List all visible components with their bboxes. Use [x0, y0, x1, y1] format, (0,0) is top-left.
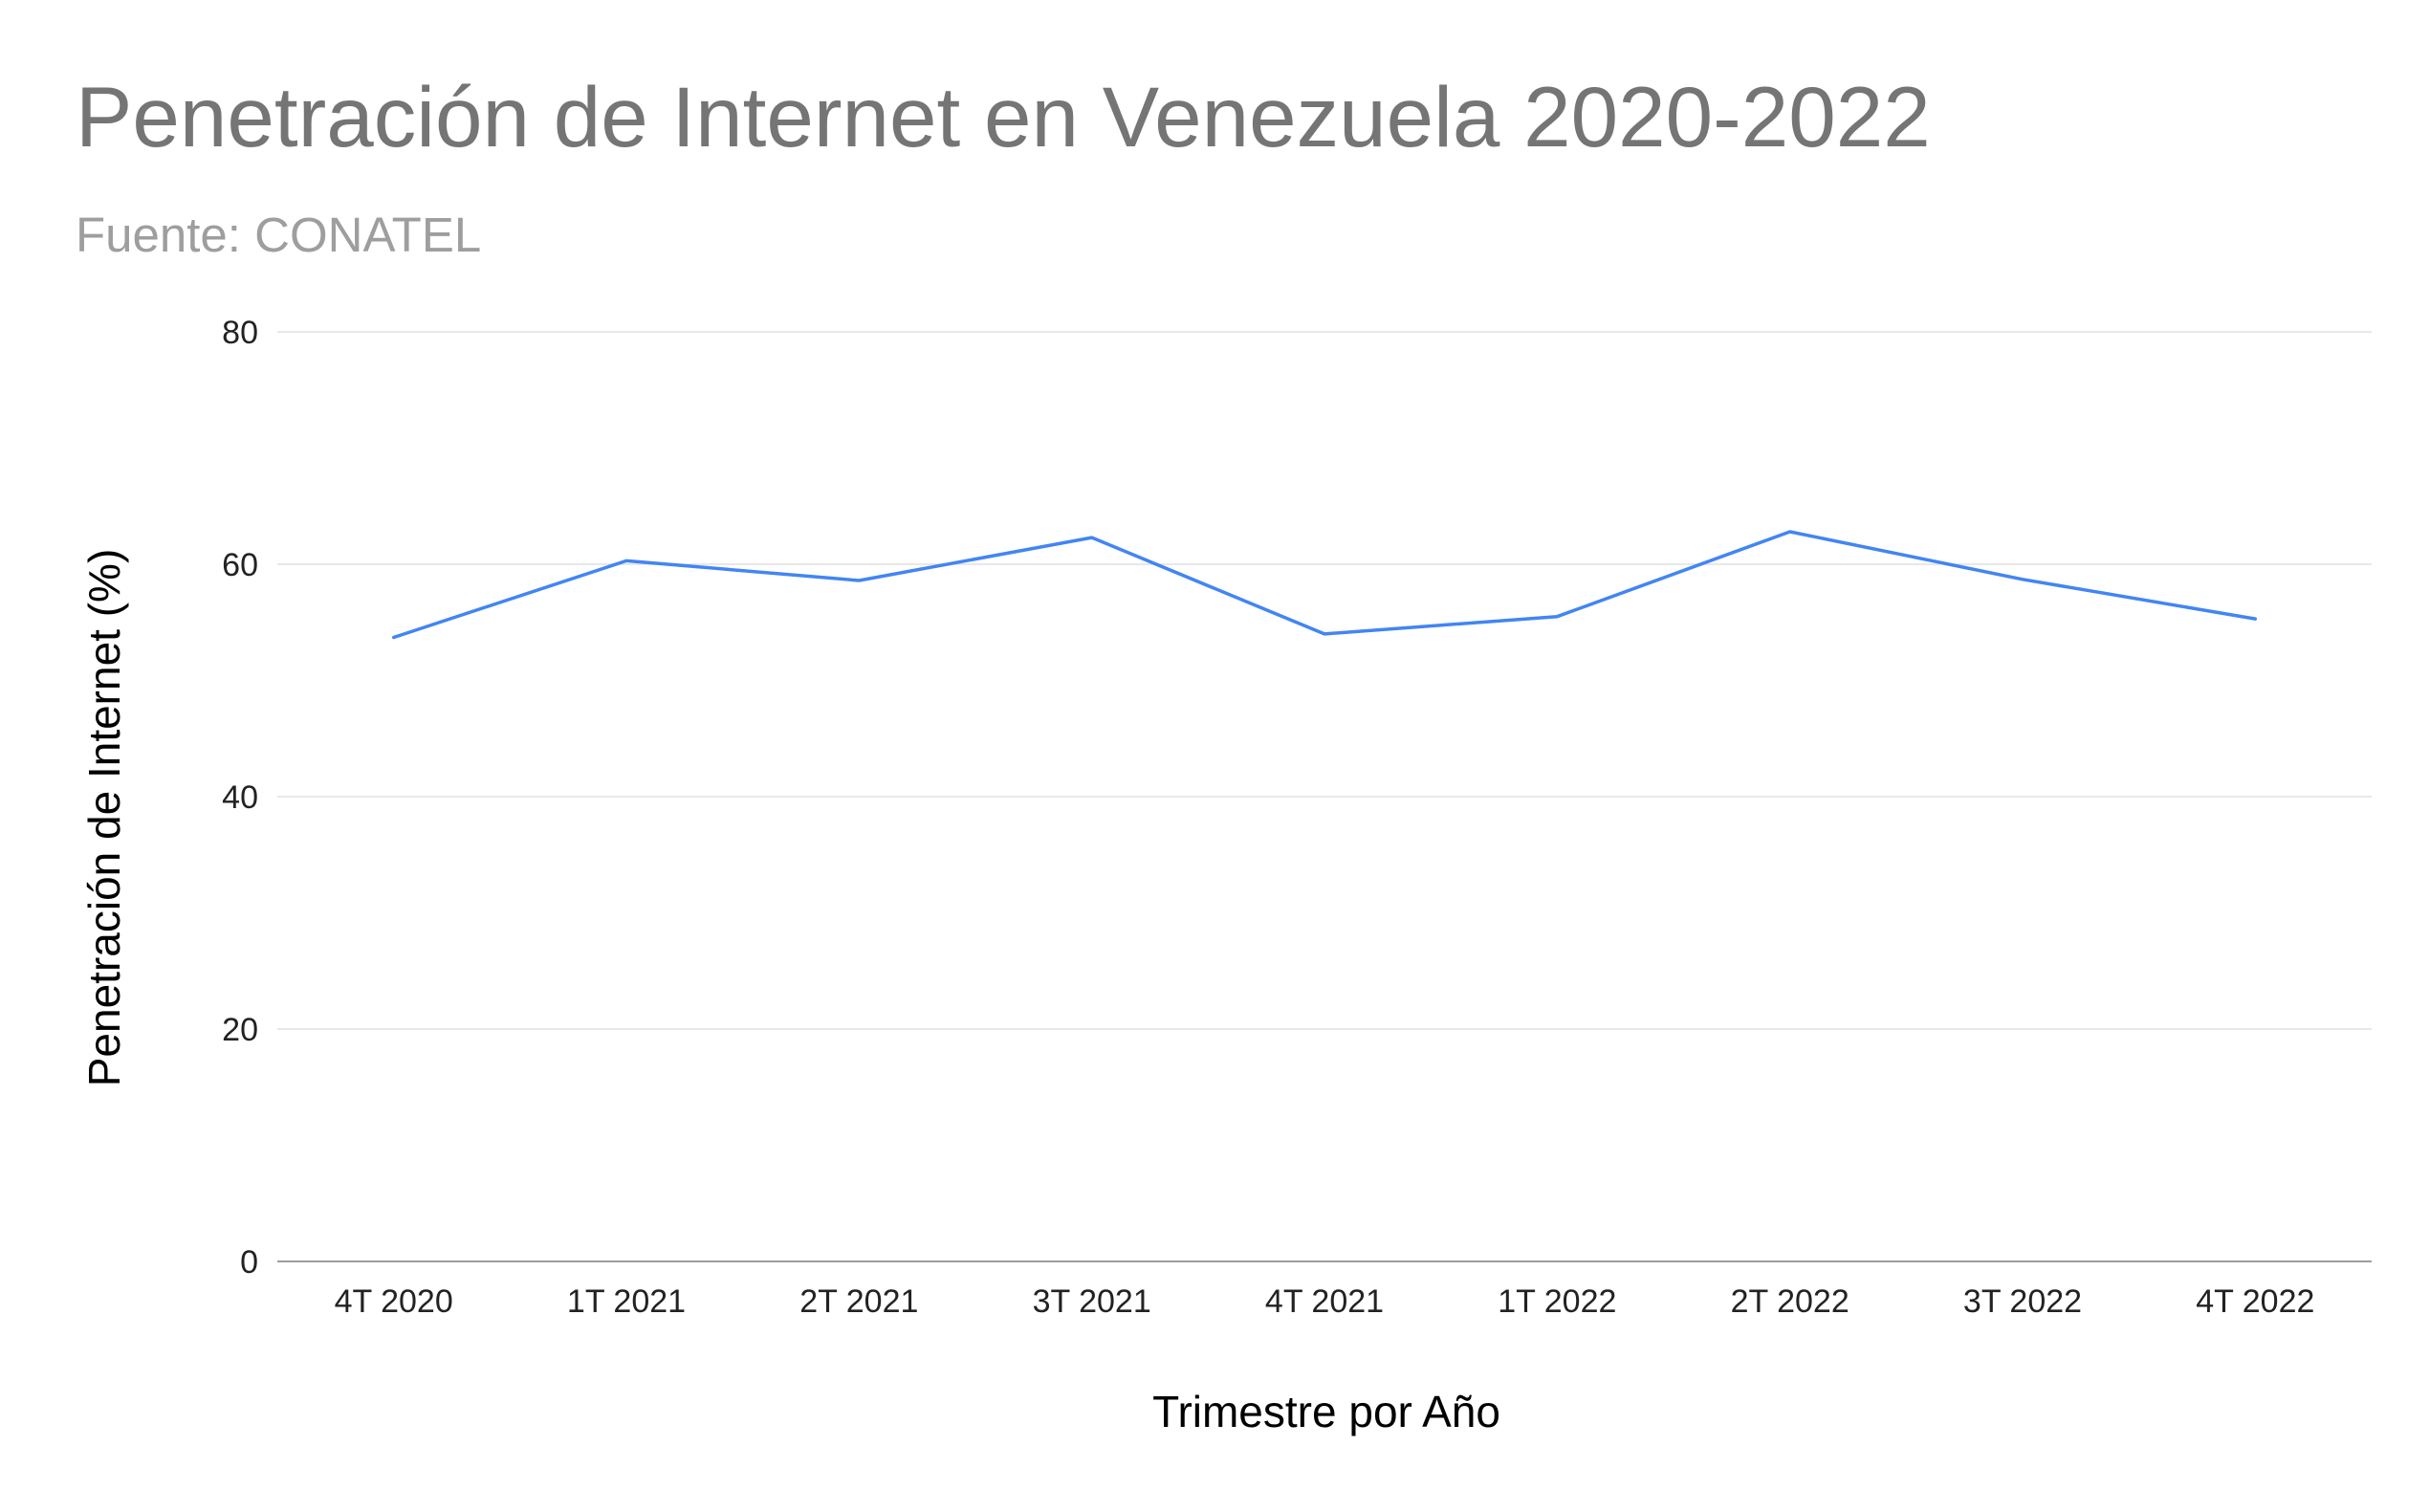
data-point: [1089, 535, 1095, 540]
gridlines: [277, 331, 2372, 1262]
series-line: [391, 530, 2258, 640]
chart-title: Penetración de Internet en Venezuela 202…: [76, 69, 1931, 164]
y-tick-label: 40: [222, 779, 258, 816]
x-tick-label: 4T 2022: [2196, 1283, 2314, 1320]
y-tick-label: 60: [222, 547, 258, 583]
data-point: [2252, 616, 2258, 622]
y-axis-title: Penetración de Internet (%): [79, 549, 129, 1087]
data-point: [1554, 614, 1560, 620]
x-tick-label: 1T 2022: [1498, 1283, 1616, 1320]
x-tick-label: 4T 2020: [335, 1283, 453, 1320]
x-tick-label: 3T 2022: [1963, 1283, 2082, 1320]
x-axis-title: Trimestre por Año: [1152, 1387, 1500, 1436]
data-point: [624, 558, 629, 563]
y-tick-label: 80: [222, 315, 258, 351]
chart-subtitle: Fuente: CONATEL: [76, 208, 482, 262]
y-tick-label: 20: [222, 1012, 258, 1048]
x-tick-label: 3T 2021: [1033, 1283, 1151, 1320]
y-tick-label: 0: [240, 1244, 258, 1281]
y-axis-ticks: 0 20 40 60 80: [222, 315, 258, 1281]
data-point: [2020, 577, 2025, 582]
x-tick-label: 4T 2021: [1265, 1283, 1384, 1320]
data-point: [1322, 631, 1327, 637]
x-tick-label: 2T 2021: [799, 1283, 918, 1320]
x-tick-label: 1T 2021: [567, 1283, 686, 1320]
data-point: [1787, 529, 1793, 535]
x-axis-ticks: 4T 2020 1T 2021 2T 2021 3T 2021 4T 2021 1T 20…: [335, 1283, 2315, 1320]
data-point: [856, 578, 862, 583]
series-lines: [391, 529, 2258, 641]
x-tick-label: 2T 2022: [1731, 1283, 1849, 1320]
data-point: [391, 635, 397, 641]
